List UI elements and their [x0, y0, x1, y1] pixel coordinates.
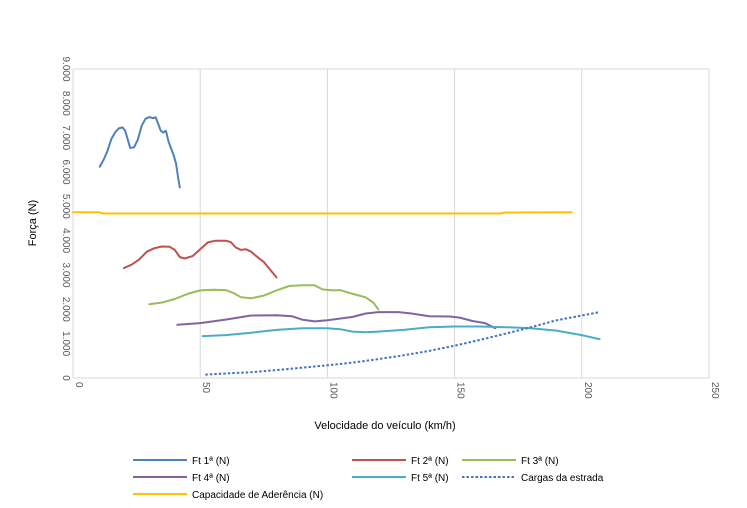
- x-tick-label: 50: [200, 382, 211, 394]
- series-line-5: [205, 311, 600, 376]
- y-tick-label: 7.000: [60, 125, 71, 150]
- legend-label: Cargas da estrada: [521, 473, 604, 484]
- x-tick-label: 200: [582, 382, 593, 399]
- x-axis-ticks: 0 50 100 150 200 250: [73, 382, 720, 399]
- y-tick-label: 6.000: [60, 159, 71, 184]
- series-line-2: [148, 284, 380, 311]
- x-tick-label: 250: [709, 382, 720, 399]
- legend-label: Ft 2ª (N): [411, 456, 449, 467]
- legend-label: Ft 3ª (N): [521, 456, 559, 467]
- y-tick-label: 0: [60, 375, 71, 381]
- y-axis-title: Força (N): [27, 200, 39, 246]
- legend-label: Ft 5ª (N): [411, 473, 449, 484]
- series-line-1: [122, 239, 278, 279]
- x-tick-label: 0: [73, 382, 84, 388]
- legend: Ft 1ª (N) Ft 2ª (N) Ft 3ª (N) Ft 4ª (N) Ft 5…: [133, 456, 604, 501]
- legend-label: Ft 1ª (N): [192, 456, 230, 467]
- series-lines: [72, 116, 601, 376]
- legend-label: Capacidade de Aderência (N): [192, 490, 323, 501]
- legend-label: Ft 4ª (N): [192, 473, 230, 484]
- y-tick-label: 4.000: [60, 228, 71, 253]
- x-tick-label: 100: [327, 382, 338, 399]
- y-tick-label: 9.000: [60, 56, 71, 81]
- y-tick-label: 8.000: [60, 91, 71, 116]
- y-tick-label: 3.000: [60, 262, 71, 287]
- y-tick-label: 1.000: [60, 331, 71, 356]
- y-tick-label: 2.000: [60, 297, 71, 322]
- y-axis-ticks: 0 1.000 2.000 3.000 4.000 5.000 6.000 7.000 8.00…: [60, 56, 71, 381]
- y-tick-label: 5.000: [60, 194, 71, 219]
- grid: [72, 68, 710, 379]
- series-line-6: [72, 211, 573, 215]
- series-line-4: [201, 325, 601, 341]
- x-tick-label: 150: [455, 382, 466, 399]
- x-axis-title: Velocidade do veículo (km/h): [314, 420, 455, 432]
- series-line-3: [176, 311, 497, 330]
- series-line-0: [98, 116, 181, 189]
